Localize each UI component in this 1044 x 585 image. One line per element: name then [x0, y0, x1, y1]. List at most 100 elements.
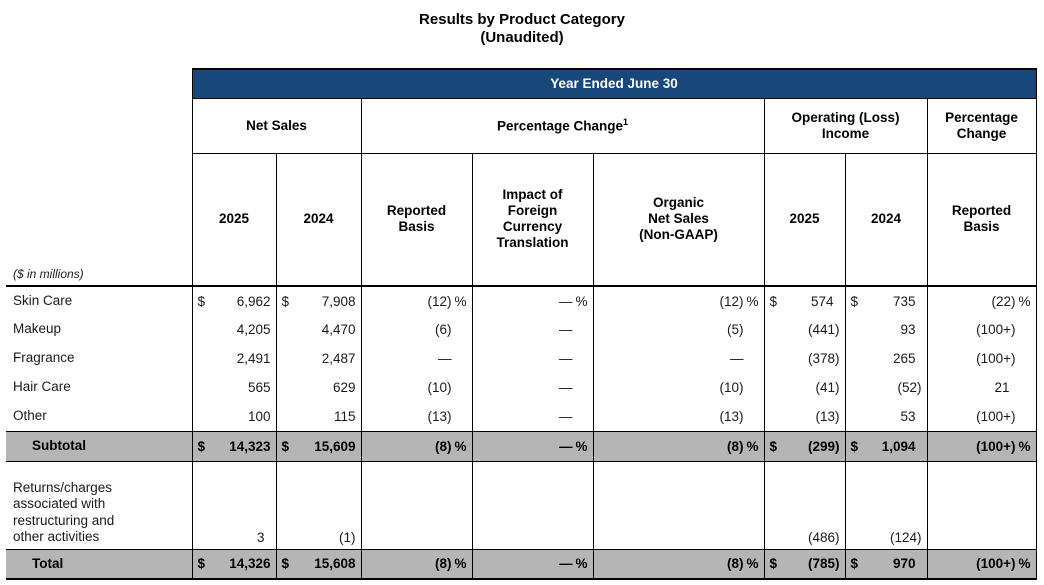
cell-value: (124) [889, 529, 922, 545]
table-cell: 53 [844, 402, 928, 431]
table-cell: (441) [763, 315, 846, 344]
table-body: Skin Care $6,962 $7,908 (12)% —% (12)% $574 $73… [6, 286, 1037, 580]
percent-sign: % [454, 556, 467, 572]
cell-value: (52) [897, 380, 922, 395]
dollar-sign: $ [197, 556, 206, 572]
table-cell: — [471, 344, 594, 373]
table-row-other: Other 100 115 (13) — (13) (13) 53 (100+) [6, 402, 1037, 431]
table-cell: 2,487 [275, 344, 362, 373]
cell-value: 100 [247, 408, 271, 424]
table-cell: $1,094 [844, 430, 928, 462]
dollar-sign: $ [850, 438, 859, 454]
cell-value: (378) [807, 351, 840, 366]
row-label: Returns/charges associated with restruct… [13, 479, 115, 545]
percent-sign: % [1018, 438, 1031, 454]
table-cell: (378) [763, 344, 846, 373]
percent-sign: % [746, 438, 759, 454]
cell-value: (13) [719, 408, 744, 424]
cell-value: 53 [900, 408, 916, 424]
cell-value: (5) [727, 322, 744, 337]
cell-value: (10) [427, 380, 452, 395]
cell-value: 15,609 [314, 438, 356, 454]
table-row-subtotal: Subtotal $14,323 $15,609 (8)% —% (8)% $ (299) $1… [6, 430, 1037, 462]
table-cell: (100+) [926, 344, 1037, 373]
cell-value: 14,323 [229, 438, 271, 454]
cell-value: (8) [435, 556, 452, 572]
table-cell: (8)% [592, 430, 765, 462]
cell-value: — [559, 408, 573, 424]
percent-sign: % [454, 293, 467, 309]
table-cell: (13) [360, 402, 473, 431]
period-band: Year Ended June 30 [191, 68, 1037, 99]
dollar-sign: $ [281, 293, 290, 309]
cell-value: (12) [719, 293, 744, 309]
table-row-fragrance: Fragrance 2,491 2,487 — — — (378) 265 (100+) [6, 344, 1037, 373]
cell-value: (8) [435, 438, 452, 454]
column-header-net-sales-2025: 2025 [191, 152, 277, 287]
group-label: Net Sales [246, 117, 307, 133]
column-header-organic-net-sales: Organic Net Sales (Non-GAAP) [592, 152, 765, 287]
table-cell: $6,962 [191, 286, 277, 315]
group-label: Percentage Change [945, 109, 1018, 141]
table-cell: 565 [191, 373, 277, 402]
dollar-sign: $ [197, 293, 206, 309]
table-cell: $14,326 [191, 548, 277, 580]
table-cell: (13) [763, 402, 846, 431]
table-cell: (8)% [360, 430, 473, 462]
group-label: Percentage Change [496, 118, 624, 134]
cell-value: — [730, 351, 744, 366]
table-cell: (8)% [592, 548, 765, 580]
sub-header-row: ($ in millions) 2025 2024 Reported Basis… [6, 152, 1037, 287]
table-cell [926, 461, 1037, 549]
cell-value: (1) [339, 529, 356, 545]
cell-value: — [559, 438, 573, 454]
cell-value: 735 [892, 293, 916, 309]
table-cell: 115 [275, 402, 362, 431]
table-cell: 93 [844, 315, 928, 344]
table-cell: (100+) [926, 402, 1037, 431]
cell-value: (441) [807, 322, 840, 337]
table-cell: — [471, 373, 594, 402]
row-label: Other [13, 408, 47, 424]
table-cell: (10) [360, 373, 473, 402]
table-cell: (41) [763, 373, 846, 402]
table-cell: 100 [191, 402, 277, 431]
table-cell: — [471, 402, 594, 431]
table-cell [360, 461, 473, 549]
table-cell: 4,205 [191, 315, 277, 344]
cell-value: 21 [994, 380, 1010, 395]
table-cell: $970 [844, 548, 928, 580]
column-header-pct-reported-basis: Reported Basis [926, 152, 1037, 287]
group-header-row: Net Sales Percentage Change1 Operating (… [6, 97, 1037, 154]
table-cell: (52) [844, 373, 928, 402]
table-cell: — [592, 344, 765, 373]
row-label: Makeup [13, 321, 62, 337]
dollar-sign: $ [281, 438, 290, 454]
table-cell: $7,908 [275, 286, 362, 315]
cell-value: — [559, 556, 573, 572]
cell-value: (785) [807, 556, 840, 572]
table-cell: —% [471, 286, 594, 315]
cell-value: 7,908 [321, 293, 356, 309]
percent-sign: % [575, 293, 588, 309]
column-header-fx-impact: Impact of Foreign Currency Translation [471, 152, 594, 287]
dollar-sign: $ [769, 293, 778, 309]
units-note: ($ in millions) [6, 153, 192, 287]
row-label: Total [6, 548, 192, 580]
table-cell: $574 [763, 286, 846, 315]
table-cell: (100+) [926, 315, 1037, 344]
dollar-sign: $ [850, 293, 859, 309]
table-row-returns-charges: Returns/charges associated with restruct… [6, 461, 1037, 549]
dollar-sign: $ [281, 556, 290, 572]
band-spacer [6, 69, 192, 98]
table-cell: 2,491 [191, 344, 277, 373]
table-cell: 3 [191, 461, 277, 549]
cell-value: 3 [256, 529, 265, 545]
cell-value: 93 [900, 322, 916, 337]
row-label: Hair Care [13, 379, 71, 395]
percent-sign: % [575, 556, 588, 572]
table-cell: $15,608 [275, 548, 362, 580]
cell-value: (41) [815, 380, 840, 395]
cell-value: (12) [427, 293, 452, 309]
table-cell: $14,323 [191, 430, 277, 462]
